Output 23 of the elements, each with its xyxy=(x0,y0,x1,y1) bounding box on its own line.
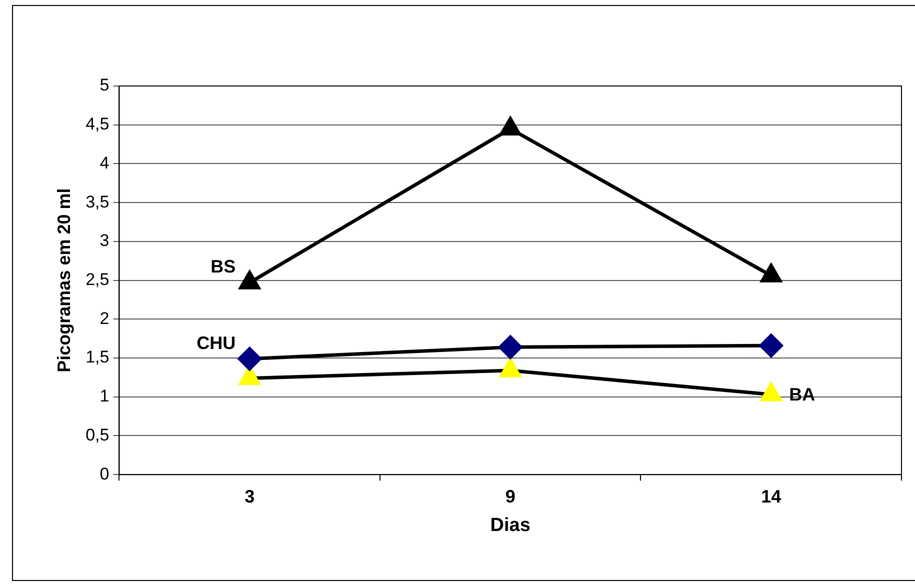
y-axis-title: Picogramas em 20 ml xyxy=(54,188,74,372)
x-axis-title: Dias xyxy=(490,514,530,536)
y-tick-label: 1,5 xyxy=(86,348,110,367)
y-tick-label: 0,5 xyxy=(86,425,110,444)
x-tick-label: 9 xyxy=(505,486,516,506)
x-tick-label: 14 xyxy=(761,486,782,506)
y-tick-label: 2,5 xyxy=(86,270,110,289)
y-tick-label: 1 xyxy=(100,386,110,406)
series-label: BS xyxy=(210,256,236,277)
y-tick-label: 3 xyxy=(100,231,110,250)
y-tick-label: 3,5 xyxy=(86,192,110,212)
point xyxy=(500,358,521,378)
y-tick-label: 4,5 xyxy=(86,114,110,134)
series-label: CHU xyxy=(196,332,236,353)
point xyxy=(760,264,782,282)
point xyxy=(760,382,782,402)
y-tick-label: 5 xyxy=(100,76,110,95)
point xyxy=(239,270,260,290)
point xyxy=(500,116,521,136)
y-tick-label: 4 xyxy=(100,153,110,172)
x-tick-label: 3 xyxy=(244,486,255,506)
y-tick-label: 0 xyxy=(100,464,110,484)
y-tick-label: 2 xyxy=(100,308,110,328)
